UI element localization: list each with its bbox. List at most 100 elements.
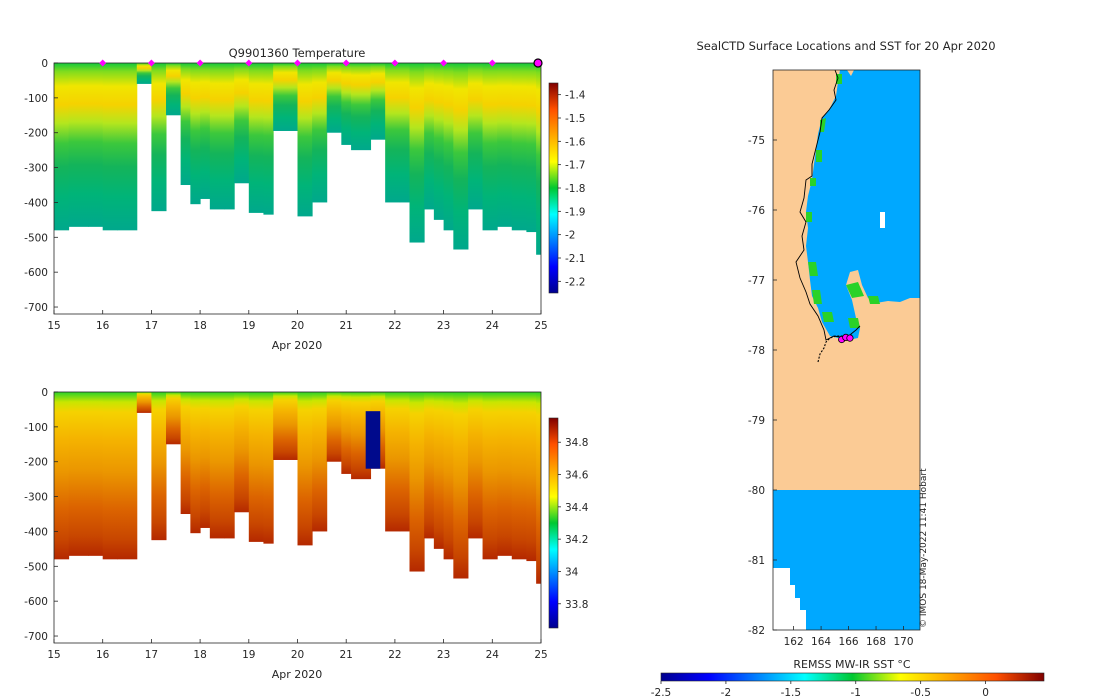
salinity-profile-column [424,392,435,539]
temperature-title: Q9901360 Temperature [229,46,366,60]
salinity-profile-column [409,392,425,572]
temperature-profile-column [433,63,445,220]
ross-sea-sst [806,70,920,340]
colorbar-tick-label: 34.4 [565,502,589,514]
colorbar-tick-label: -1.5 [565,113,586,125]
temperature-profile-column [180,63,191,186]
temperature-profile-column [312,63,328,203]
x-tick-label: 23 [437,649,450,661]
y-tick-label: -400 [24,197,48,209]
x-tick-label: 21 [340,649,353,661]
salinity-colorbar [548,417,559,629]
temperature-profile-column [385,63,401,203]
x-tick-label: 23 [437,320,450,332]
colorbar-tick-label: -1.9 [565,206,586,218]
temperature-colorbar [548,82,559,294]
x-tick-label: 20 [291,320,304,332]
map-x-tick-label: 164 [811,636,831,648]
y-tick-label: 0 [41,58,48,70]
temperature-colorbar-ticks: -1.4 -1.5 -1.6 -1.7 -1.8 -1.9 -2 -2.1 -2.2 [558,90,586,288]
map-y-tick-label: -80 [748,485,765,497]
temperature-profile-column [536,63,541,255]
salinity-x-ticks: 15 16 17 18 19 20 21 22 23 24 25 [47,639,548,661]
salinity-profile-column [136,392,152,413]
temperature-profile-column [482,63,498,231]
map-colorbar-tick-label: -0.5 [910,687,931,699]
temperature-profile-column [88,63,104,227]
x-tick-label: 20 [291,649,304,661]
temperature-data [54,63,541,255]
map-title: SealCTD Surface Locations and SST for 20… [696,39,995,53]
temperature-y-ticks: 0 -100 -200 -300 -400 -500 -600 -700 [24,58,58,314]
temperature-profile-column [526,63,537,233]
temperature-profile-column [351,63,372,151]
temperature-profile-column [102,63,118,231]
y-tick-label: -100 [24,93,48,105]
salinity-profile-column [151,392,167,541]
temperature-profile-column [68,63,89,227]
map-y-tick-label: -78 [748,345,765,357]
profile-marker [245,59,253,67]
temperature-profile-column [424,63,435,210]
salinity-profile-column [102,392,118,560]
sst-cell-white [880,212,885,228]
temperature-profile-column [54,63,70,231]
map-y-tick-label: -75 [748,135,765,147]
salinity-profile-column [511,392,527,560]
salinity-profile-column [273,392,298,460]
temperature-profile-column [326,63,342,133]
y-tick-label: -400 [24,526,48,538]
colorbar-tick-label: -2.1 [565,253,586,265]
salinity-profile-column [453,392,469,579]
profile-marker [342,59,350,67]
colorbar-tick-label: -1.8 [565,183,586,195]
temperature-profile-column [151,63,167,212]
map-y-tick-label: -77 [748,275,765,287]
sst-map-panel: SealCTD Surface Locations and SST for 20… [651,39,1045,699]
y-tick-label: -500 [24,232,48,244]
map-y-tick-label: -82 [748,625,765,637]
colorbar-tick-label: 33.8 [565,599,588,611]
temperature-profile-column [453,63,469,250]
map-x-ticks: 162 164 166 168 170 [784,626,914,648]
temperature-profile-column [166,63,182,116]
x-tick-label: 24 [486,320,500,332]
temperature-profile-column [443,63,454,231]
x-tick-label: 19 [242,649,255,661]
temperature-profile-column [200,63,211,199]
map-colorbar-tick-label: -2.5 [651,687,672,699]
map-y-ticks: -75 -76 -77 -78 -79 -80 -81 -82 [748,135,777,637]
x-tick-label: 15 [47,649,60,661]
salinity-panel: 15 16 17 18 19 20 21 22 23 24 25 0 -100 -200 -300 -400… [24,387,589,681]
profile-marker [488,59,496,67]
salinity-profile-column [200,392,211,528]
y-tick-label: -700 [24,631,48,643]
temperature-panel: Q9901360 Temperature 15 16 17 18 19 20 21 22 23 2… [24,46,586,352]
salinity-profile-column [497,392,513,556]
colorbar-tick-label: -1.6 [565,136,586,148]
salinity-xlabel: Apr 2020 [272,668,323,681]
salinity-profile-column [180,392,191,515]
seal-position-markers [838,333,854,344]
salinity-profile-column [341,392,352,474]
temperature-profile-column [224,63,235,210]
temperature-x-ticks: 15 16 17 18 19 20 21 22 23 24 25 [47,310,548,332]
salinity-profile-column [536,392,541,584]
map-colorbar-tick-label: 0 [982,687,989,699]
map-y-tick-label: -81 [748,555,765,567]
temperature-profile-column [511,63,527,231]
profile-marker [147,59,155,67]
temperature-profile-column [117,63,138,231]
y-tick-label: -500 [24,561,48,573]
map-colorbar-tick-label: -1 [851,687,861,699]
colorbar-tick-label: -2 [565,230,575,242]
x-tick-label: 16 [96,320,110,332]
map-colorbar-ticks: -2.5 -2 -1.5 -1 -0.5 0 [651,681,989,699]
colorbar-tick-label: 34.8 [565,437,588,449]
salinity-profile-column [399,392,411,532]
y-tick-label: -300 [24,492,48,504]
temperature-profile-column [297,63,313,217]
profile-marker [99,59,107,67]
temperature-profile-column [209,63,225,210]
